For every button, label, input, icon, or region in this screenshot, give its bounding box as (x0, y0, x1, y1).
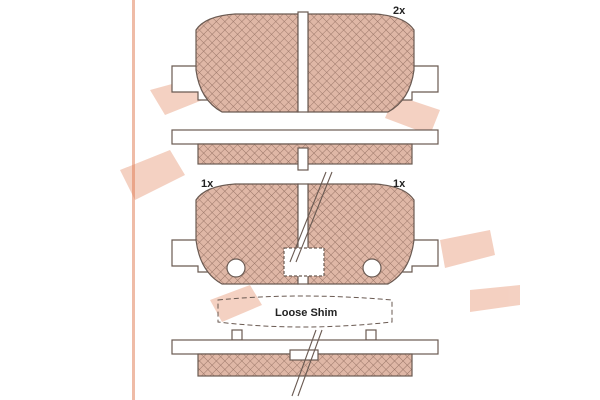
top-side-slot (297, 147, 309, 171)
quantity-label-right: 1x (393, 178, 406, 190)
loose-shim-outline (217, 295, 393, 328)
watermark-stroke-4 (385, 95, 440, 135)
watermark-bar-left (132, 0, 135, 400)
bottom-pad-friction-right (307, 183, 415, 285)
watermark-stroke-5 (440, 230, 495, 268)
bottom-pad-front-view (171, 183, 439, 285)
watermark-stroke-2 (120, 150, 185, 200)
bottom-pad-clip-right (362, 258, 382, 278)
bottom-side-tab-right (365, 329, 377, 341)
wear-sensor-wire (289, 171, 333, 397)
loose-shim (217, 295, 393, 328)
bottom-pad-clip-left (226, 258, 246, 278)
top-pad-side-view (171, 129, 439, 171)
top-pad-friction-right (307, 13, 415, 113)
sensor-wire-upper-b (289, 171, 327, 263)
watermark-stroke-6 (470, 285, 520, 312)
top-pad-center-slot (297, 11, 309, 113)
top-pad-friction-left (195, 13, 299, 113)
quantity-label-left: 1x (201, 178, 214, 190)
bottom-side-tab-left (231, 329, 243, 341)
bottom-pad-friction-left (195, 183, 299, 285)
top-side-backplate (171, 129, 439, 145)
bottom-side-sensor (289, 349, 319, 361)
top-pad-front-view (171, 11, 439, 113)
sensor-wire-lower-a (297, 329, 323, 397)
bottom-pad-sensor-bracket (283, 247, 325, 277)
sensor-wire-upper-a (295, 171, 333, 263)
quantity-label-top: 2x (393, 5, 406, 17)
bottom-pad-side-view (171, 329, 439, 377)
watermark-stroke-3 (210, 285, 262, 322)
sensor-wire-lower-b (291, 329, 317, 397)
loose-shim-label: Loose Shim (273, 307, 340, 319)
bottom-pad-center-slot (297, 183, 309, 285)
watermark-logo (120, 75, 520, 322)
